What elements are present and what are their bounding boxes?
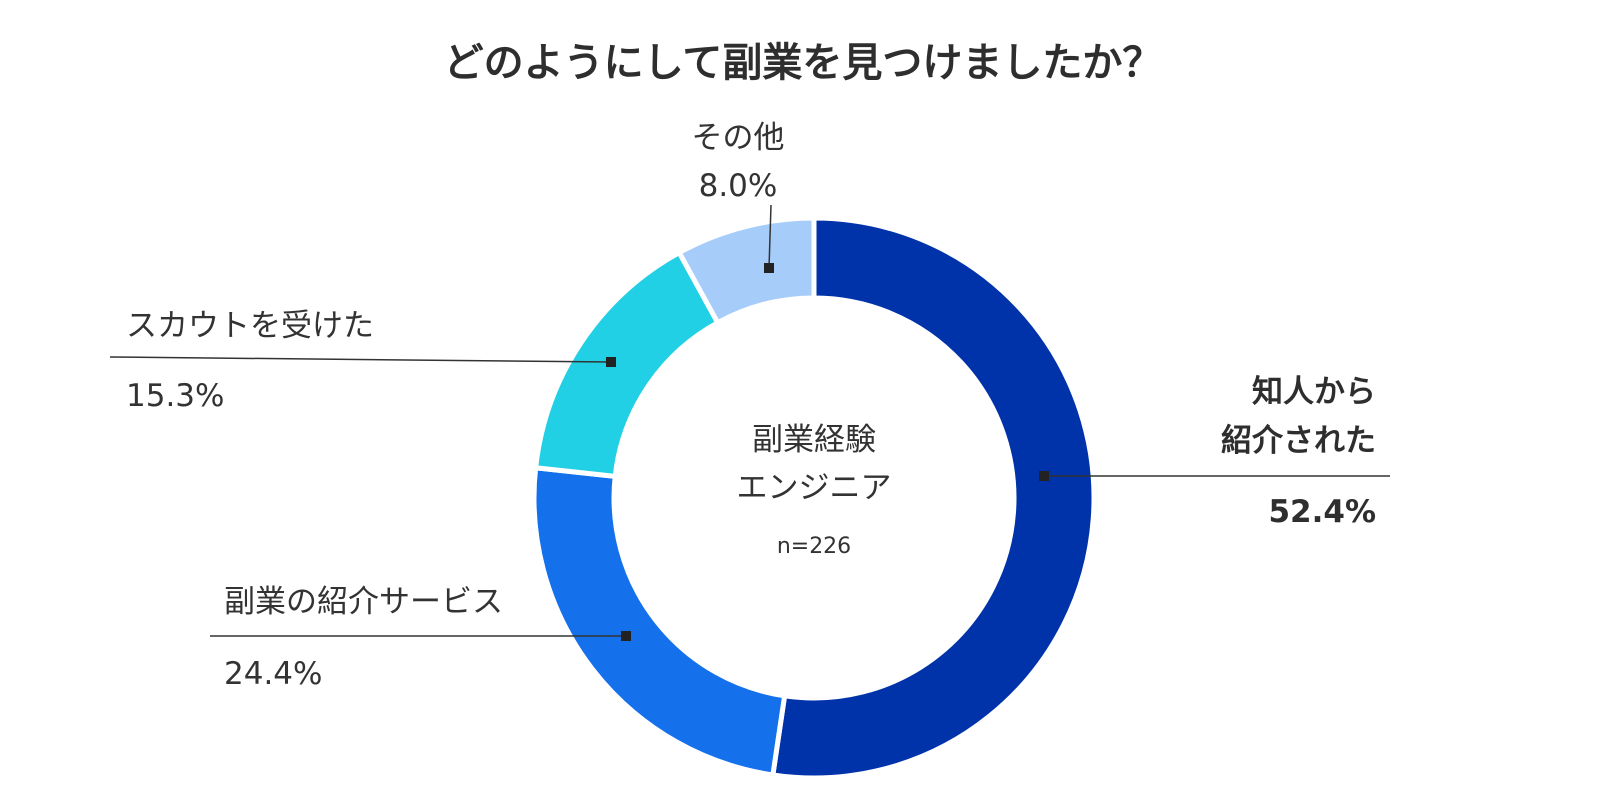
leader-line-3 (768, 204, 772, 269)
leader-line-2 (109, 356, 612, 363)
donut-slice-0 (770, 215, 1097, 781)
leader-dot-0 (1039, 471, 1049, 481)
center-label-line-1: 副業経験 (752, 422, 876, 458)
donut-slice-2 (532, 249, 722, 480)
slice-label-group-3: その他 8.0% (692, 120, 785, 273)
slice-label-group-2: スカウトを受けた 15.3% (109, 308, 616, 414)
slice-label-group-0: 知人から 紹介された 52.4% (1039, 374, 1390, 530)
center-label-line-2: エンジニア (737, 470, 892, 506)
slice-label-0-line-1: 知人から (1252, 374, 1376, 410)
slice-label-group-1: 副業の紹介サービス 24.4% (210, 584, 631, 692)
donut-slice-1 (531, 464, 788, 778)
slice-label-3: その他 (692, 120, 785, 156)
leader-dot-2 (606, 357, 616, 367)
slice-value-0: 52.4% (1268, 494, 1376, 530)
slice-value-3: 8.0% (699, 168, 778, 204)
slice-label-1: 副業の紹介サービス (224, 584, 503, 620)
chart-title: どのようにして副業を見つけましたか？ (444, 40, 1163, 86)
donut-slice-3 (675, 215, 817, 327)
slice-value-1: 24.4% (224, 656, 322, 692)
sample-size-note: n=226 (777, 534, 851, 559)
slice-label-0-line-2: 紹介された (1221, 423, 1376, 459)
donut-slices (531, 215, 1097, 781)
leader-dot-3 (764, 263, 774, 273)
leader-dot-1 (621, 631, 631, 641)
slice-label-2: スカウトを受けた (126, 308, 374, 344)
slice-value-2: 15.3% (126, 378, 224, 414)
